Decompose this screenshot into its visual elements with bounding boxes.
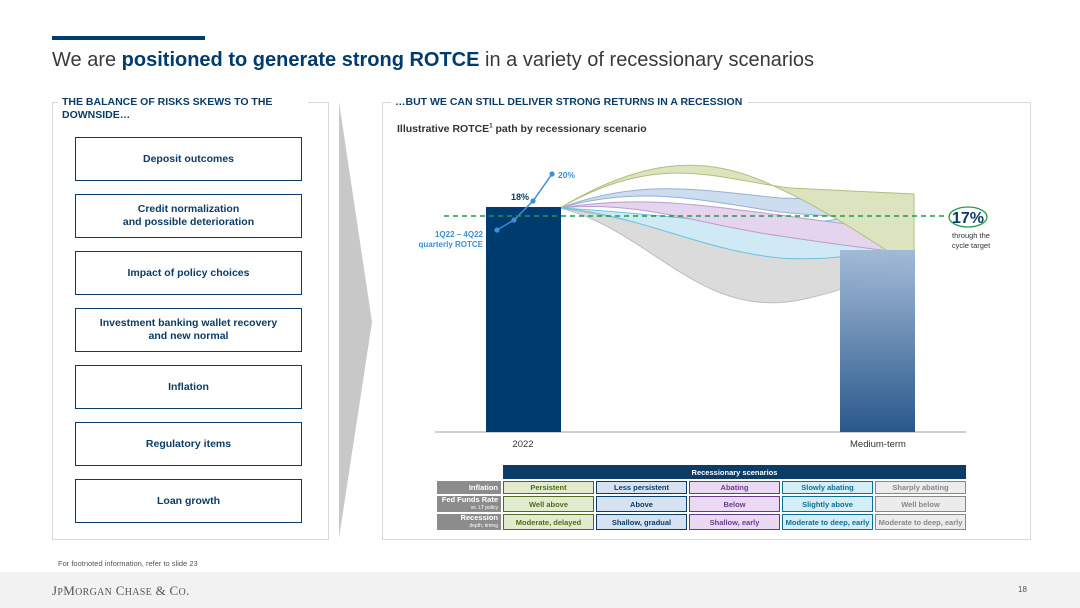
chart-subtitle: Illustrative ROTCE1 path by recessionary… — [397, 123, 647, 135]
table-cell: Well below — [875, 496, 966, 512]
quarterly-rotce-points — [494, 171, 555, 233]
rotce-chart: 17% through the cycle target 18% 20% 1Q2… — [419, 164, 991, 450]
x-tick-2022: 2022 — [512, 439, 533, 450]
table-cell: Above — [596, 496, 687, 512]
quarterly-label-1: 1Q22 – 4Q22 — [435, 230, 484, 239]
target-caption-2: cycle target — [952, 241, 991, 250]
returns-heading: …BUT WE CAN STILL DELIVER STRONG RETURNS… — [391, 96, 749, 109]
quarterly-point-3 — [530, 198, 536, 204]
risk-box-ib-wallet: Investment banking wallet recovery and ne… — [75, 308, 302, 352]
table-cell: Below — [689, 496, 780, 512]
x-tick-medium-term: Medium-term — [850, 439, 906, 450]
scenario-bands — [559, 164, 915, 304]
risk-box-inflation: Inflation — [75, 365, 302, 409]
table-row-label: Inflation — [437, 481, 501, 494]
scenario-table-caption: Recessionary scenarios — [503, 465, 966, 479]
table-cell: Less persistent — [596, 481, 687, 494]
target-circle — [948, 206, 988, 228]
quarterly-point-2 — [511, 217, 517, 223]
quarterly-point-4 — [549, 171, 555, 177]
table-cell: Moderate to deep, early — [782, 514, 873, 530]
risk-box-deposit-outcomes: Deposit outcomes — [75, 137, 302, 181]
quarterly-label-2: quarterly ROTCE — [419, 240, 484, 249]
company-logo: JPMORGAN CHASE & CO. — [52, 583, 190, 598]
table-cell: Slowly abating — [782, 481, 873, 494]
table-row-fed-funds: Fed Funds Rate vs. LT policy Well above Abo… — [437, 496, 966, 512]
quarterly-peak-label: 20% — [558, 170, 575, 180]
table-cell: Shallow, early — [689, 514, 780, 530]
bar-medium-term — [840, 250, 915, 432]
table-cell: Slightly above — [782, 496, 873, 512]
chevron-arrow-icon — [339, 102, 372, 538]
table-cell: Sharply abating — [875, 481, 966, 494]
risk-box-regulatory: Regulatory items — [75, 422, 302, 466]
table-cell: Well above — [503, 496, 594, 512]
target-label: 17% — [952, 210, 984, 227]
table-cell: Persistent — [503, 481, 594, 494]
table-cell: Moderate, delayed — [503, 514, 594, 530]
risks-heading: THE BALANCE OF RISKS SKEWS TO THE DOWNSI… — [58, 96, 308, 122]
footnote: For footnoted information, refer to slid… — [58, 559, 198, 568]
bar-2022 — [486, 207, 561, 432]
title-accent-bar — [52, 36, 205, 40]
footer-bar — [0, 572, 1080, 608]
table-cell: Moderate to deep, early — [875, 514, 966, 530]
table-cell: Abating — [689, 481, 780, 494]
risk-box-loan-growth: Loan growth — [75, 479, 302, 523]
table-row-label: Fed Funds Rate vs. LT policy — [437, 496, 501, 512]
scenario-table: Recessionary scenarios Inflation Persiste… — [435, 463, 968, 532]
table-row-recession: Recession depth, timing Moderate, delayed S… — [437, 514, 966, 530]
table-row-label: Recession depth, timing — [437, 514, 501, 530]
quarterly-rotce-line — [496, 173, 553, 231]
target-caption-1: through the — [952, 231, 990, 240]
page-title: We are positioned to generate strong ROT… — [52, 49, 815, 71]
risk-box-policy-choices: Impact of policy choices — [75, 251, 302, 295]
table-cell: Shallow, gradual — [596, 514, 687, 530]
bar-label-2022: 18% — [511, 192, 529, 202]
quarterly-point-1 — [494, 227, 500, 233]
risk-box-credit-normalization: Credit normalization and possible deterio… — [75, 194, 302, 238]
page-number: 18 — [1018, 585, 1027, 594]
table-row-inflation: Inflation Persistent Less persistent Abatin… — [437, 481, 966, 494]
